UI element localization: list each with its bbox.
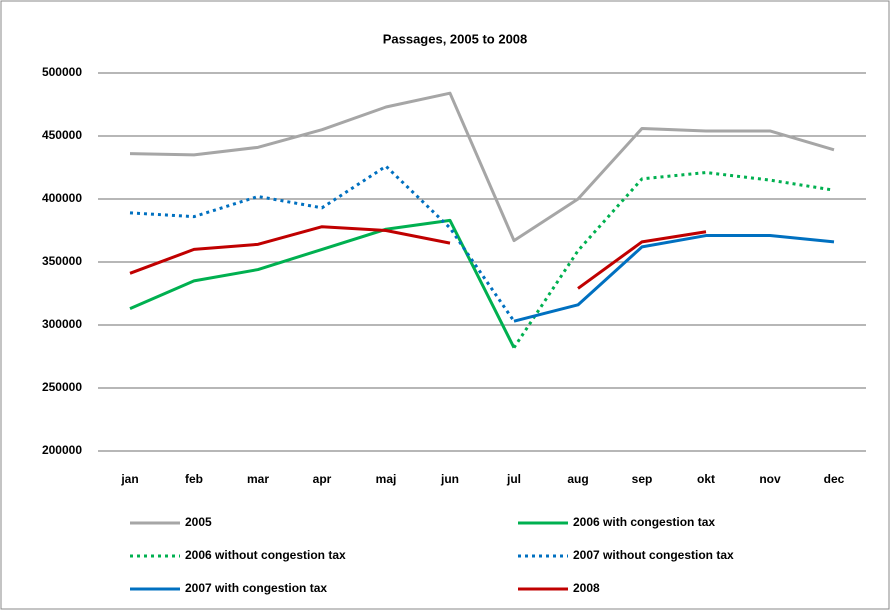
series-line — [129, 218, 516, 349]
series-line — [129, 164, 516, 323]
legend-label: 2007 without congestion tax — [573, 548, 734, 562]
x-tick-label: aug — [567, 472, 588, 486]
x-tick-label: mar — [247, 472, 269, 486]
chart-title: Passages, 2005 to 2008 — [383, 31, 528, 46]
series-line — [512, 171, 835, 349]
y-tick-label: 200000 — [42, 443, 82, 457]
series-line — [129, 225, 707, 290]
legend-label: 2006 without congestion tax — [185, 548, 346, 562]
y-tick-label: 400000 — [42, 191, 82, 205]
series-line — [129, 91, 835, 243]
x-tick-label: dec — [824, 472, 845, 486]
x-tick-label: jun — [440, 472, 459, 486]
y-tick-label: 300000 — [42, 317, 82, 331]
x-tick-label: maj — [376, 472, 397, 486]
x-tick-label: jan — [120, 472, 138, 486]
x-tick-label: okt — [697, 472, 715, 486]
series-line — [513, 234, 835, 323]
y-tick-label: 350000 — [42, 254, 82, 268]
y-tick-label: 250000 — [42, 380, 82, 394]
y-tick-label: 500000 — [42, 65, 82, 79]
x-tick-label: nov — [759, 472, 781, 486]
x-tick-label: feb — [185, 472, 203, 486]
legend-label: 2006 with congestion tax — [573, 515, 715, 529]
x-tick-label: apr — [313, 472, 332, 486]
legend-label: 2005 — [185, 515, 212, 529]
x-tick-label: sep — [632, 472, 653, 486]
legend-label: 2007 with congestion tax — [185, 581, 327, 595]
y-tick-label: 450000 — [42, 128, 82, 142]
legend-label: 2008 — [573, 581, 600, 595]
x-tick-label: jul — [506, 472, 521, 486]
